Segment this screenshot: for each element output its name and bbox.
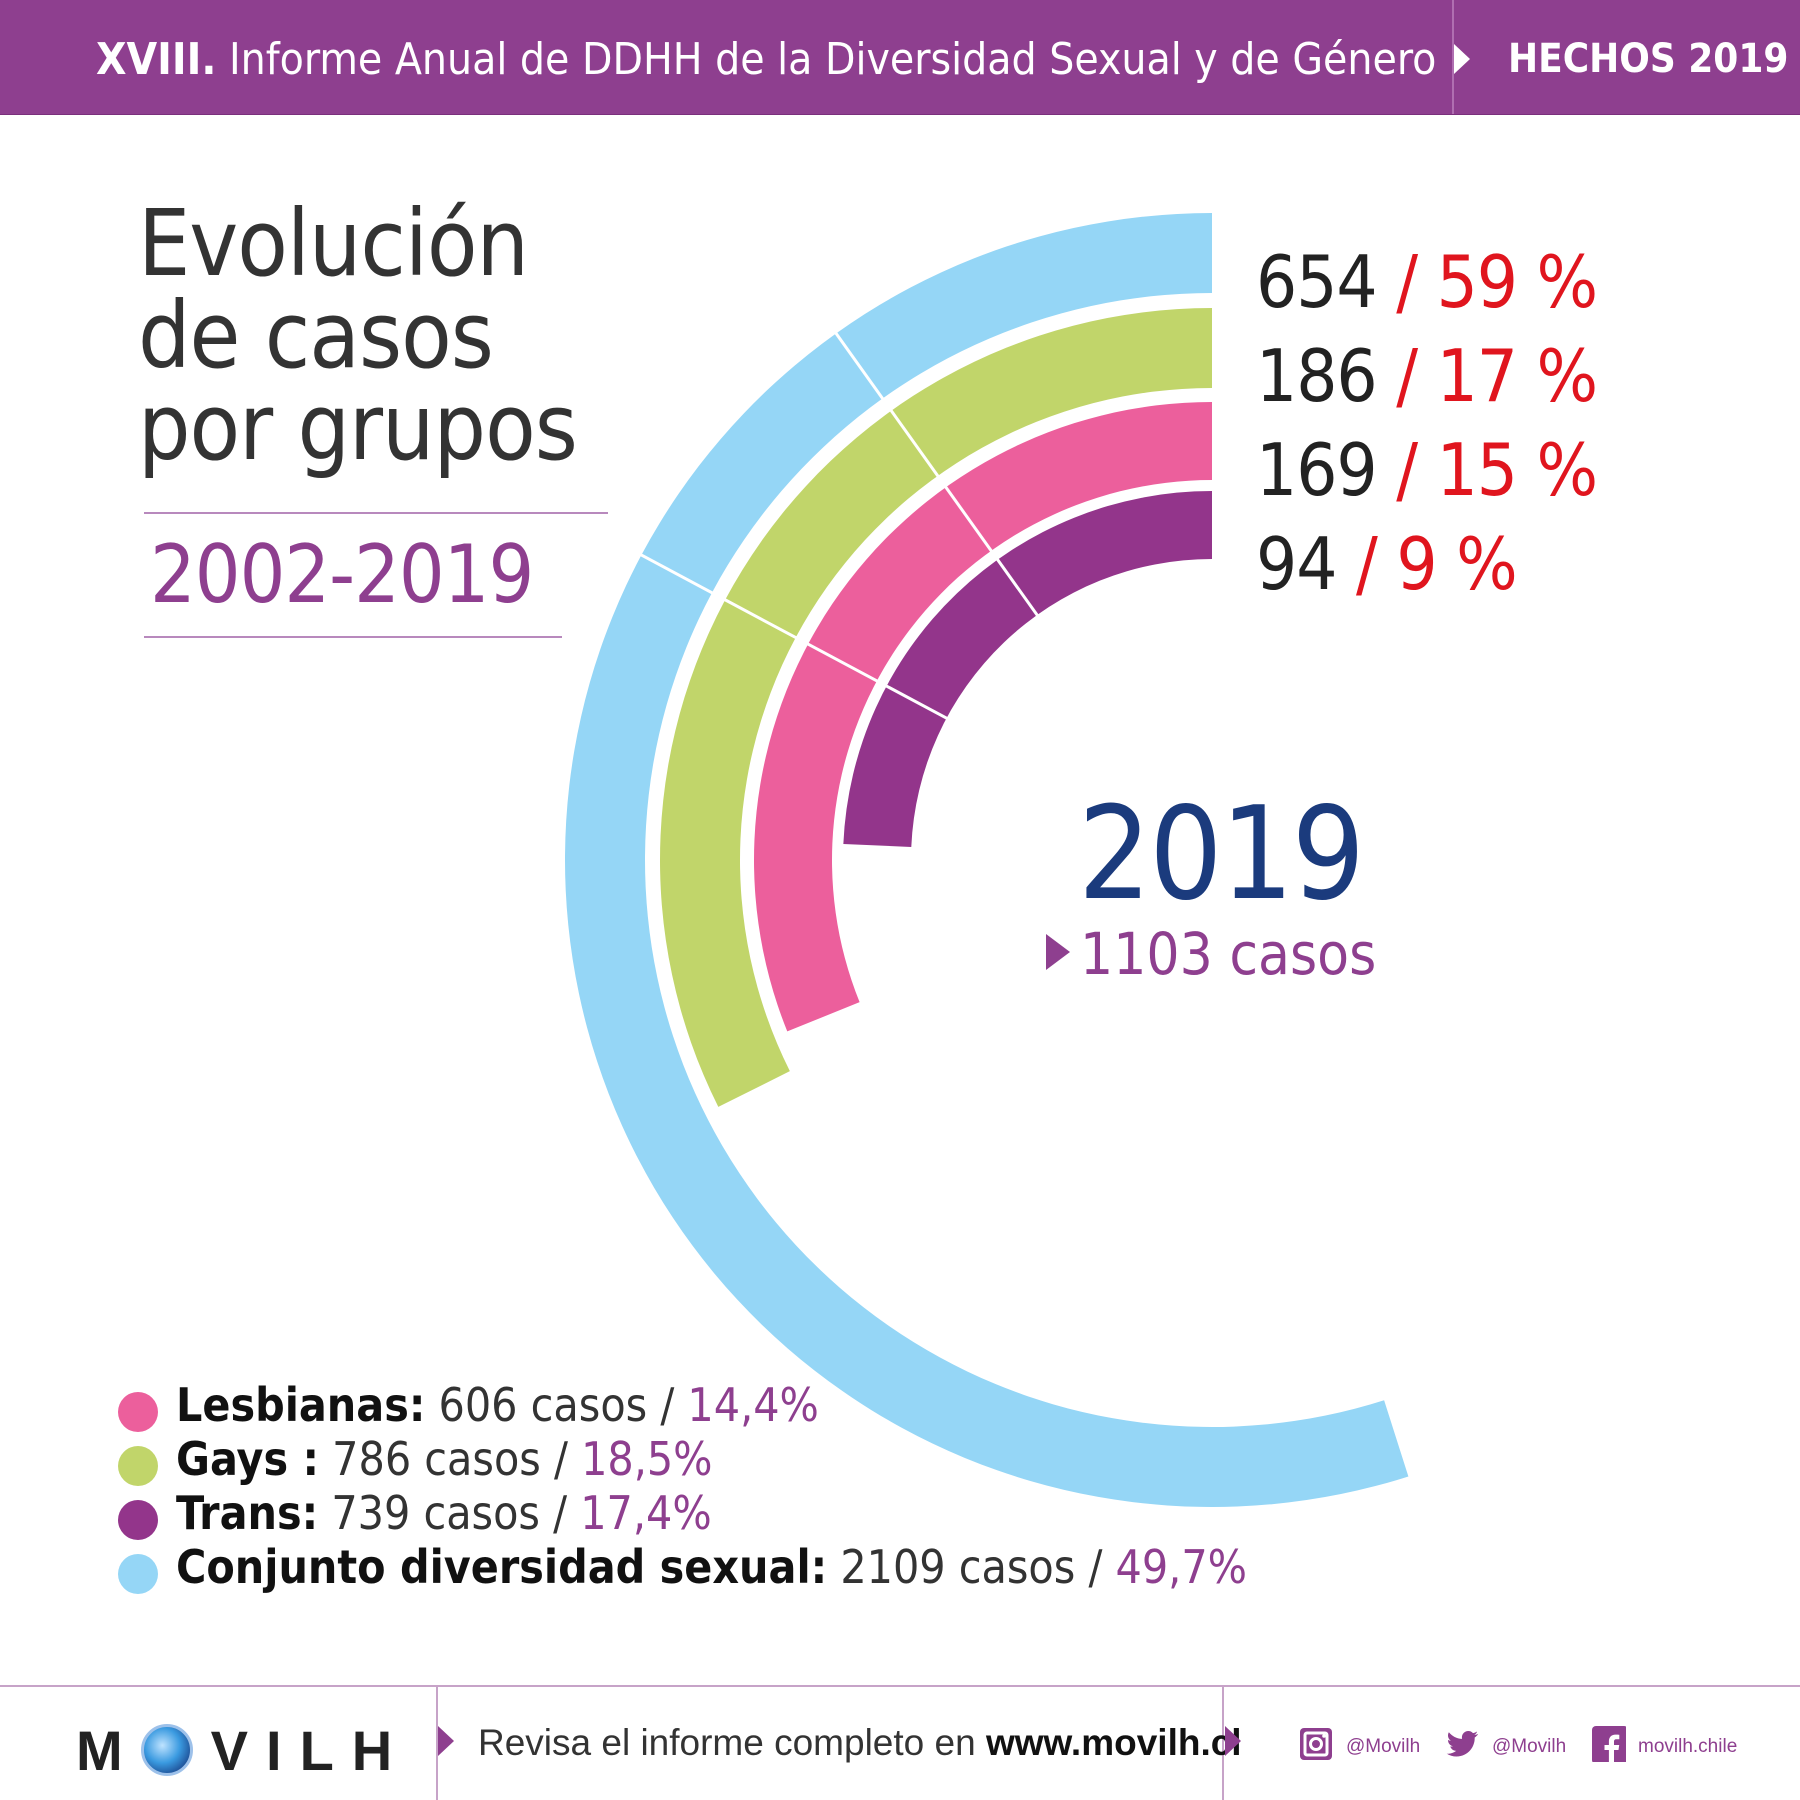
footer-divider: [0, 1685, 1800, 1687]
segment-separator: [638, 552, 715, 596]
value-percent: / 15 %: [1396, 428, 1598, 512]
value-number: 94: [1256, 522, 1337, 606]
twitter-icon: [1446, 1731, 1478, 1757]
segment-separator: [995, 557, 1040, 618]
value-label-conjunto: 654 / 59 %: [1256, 240, 1598, 324]
divider: [144, 512, 608, 514]
facebook-icon: [1592, 1726, 1626, 1762]
value-percent: / 9 %: [1355, 522, 1518, 606]
footer-divider: [1222, 1687, 1224, 1800]
legend-dot: [118, 1446, 158, 1486]
legend-percent: 18,5%: [581, 1432, 713, 1486]
legend-cases: 739 casos /: [331, 1486, 568, 1540]
segment-separator: [884, 683, 950, 721]
instagram-icon: [1300, 1728, 1332, 1760]
legend-cases: 786 casos /: [332, 1432, 568, 1486]
legend-cases: 2109 casos /: [840, 1540, 1103, 1594]
segment-separator: [805, 641, 880, 684]
period-label: 2002-2019: [150, 528, 534, 621]
legend-dot: [118, 1500, 158, 1540]
value-label-gays: 186 / 17 %: [1256, 334, 1598, 418]
instagram-handle: @Movilh: [1346, 1736, 1421, 1757]
report-title: XVIII. Informe Anual de DDHH de la Diver…: [96, 34, 1436, 85]
arrow-right-icon: [1225, 1726, 1241, 1756]
report-edition: XVIII.: [96, 34, 217, 85]
legend-percent: 17,4%: [580, 1486, 712, 1540]
arrow-right-icon: [1046, 934, 1070, 970]
footer-divider: [436, 1687, 438, 1800]
logo-letters: VILH: [210, 1719, 411, 1782]
value-label-trans: 94 / 9 %: [1256, 522, 1518, 606]
segment-separator: [833, 330, 885, 402]
legend-name: Conjunto diversidad sexual:: [176, 1540, 828, 1594]
value-percent: / 59 %: [1396, 240, 1598, 324]
value-number: 186: [1256, 334, 1378, 418]
legend-percent: 49,7%: [1115, 1540, 1247, 1594]
legend-percent: 14,4%: [687, 1378, 819, 1432]
logo-letter: M: [76, 1719, 141, 1782]
center-year: 2019: [1078, 780, 1365, 929]
title-line-3: por grupos: [138, 374, 578, 481]
legend-dot: [118, 1554, 158, 1594]
movilh-logo[interactable]: M VILH: [76, 1718, 410, 1783]
legend-name: Trans:: [176, 1486, 319, 1540]
legend-dot: [118, 1392, 158, 1432]
legend-label: Conjunto diversidad sexual: 2109 casos /…: [176, 1540, 1247, 1594]
total-cases: 1103 casos: [1080, 920, 1377, 988]
chart-title: Evolución de casos por grupos: [138, 190, 578, 481]
logo-eye-icon: [140, 1724, 193, 1776]
facebook-handle: movilh.chile: [1638, 1736, 1738, 1757]
legend-label: Trans: 739 casos / 17,4%: [176, 1486, 712, 1540]
segment-separator: [722, 597, 799, 640]
arrow-right-icon: [438, 1726, 454, 1756]
value-percent: / 17 %: [1396, 334, 1598, 418]
legend-label: Lesbianas: 606 casos / 14,4%: [176, 1378, 819, 1432]
legend-name: Lesbianas:: [176, 1378, 426, 1432]
website-link[interactable]: www.movilh.cl: [985, 1722, 1242, 1763]
twitter-handle: @Movilh: [1492, 1736, 1567, 1757]
header-bar: XVIII. Informe Anual de DDHH de la Diver…: [0, 0, 1800, 115]
value-number: 169: [1256, 428, 1378, 512]
value-label-lesbianas: 169 / 15 %: [1256, 428, 1598, 512]
value-number: 654: [1256, 240, 1378, 324]
legend-name: Gays :: [176, 1432, 320, 1486]
segment-separator: [888, 408, 941, 479]
divider: [144, 636, 562, 638]
arrow-right-icon: [1454, 44, 1470, 74]
report-name: Informe Anual de DDHH de la Diversidad S…: [228, 34, 1437, 85]
legend-cases: 606 casos /: [438, 1378, 675, 1432]
center-total: 1103 casos: [1046, 920, 1376, 988]
footer-cta: Revisa el informe completo en www.movilh…: [478, 1722, 1242, 1764]
cta-text: Revisa el informe completo en: [478, 1722, 976, 1763]
section-label: HECHOS 2019: [1508, 36, 1789, 82]
title-line-2: de casos: [138, 282, 494, 389]
segment-separator: [943, 484, 994, 554]
header-divider: [1452, 0, 1454, 114]
title-line-1: Evolución: [138, 190, 529, 297]
legend-label: Gays : 786 casos / 18,5%: [176, 1432, 713, 1486]
